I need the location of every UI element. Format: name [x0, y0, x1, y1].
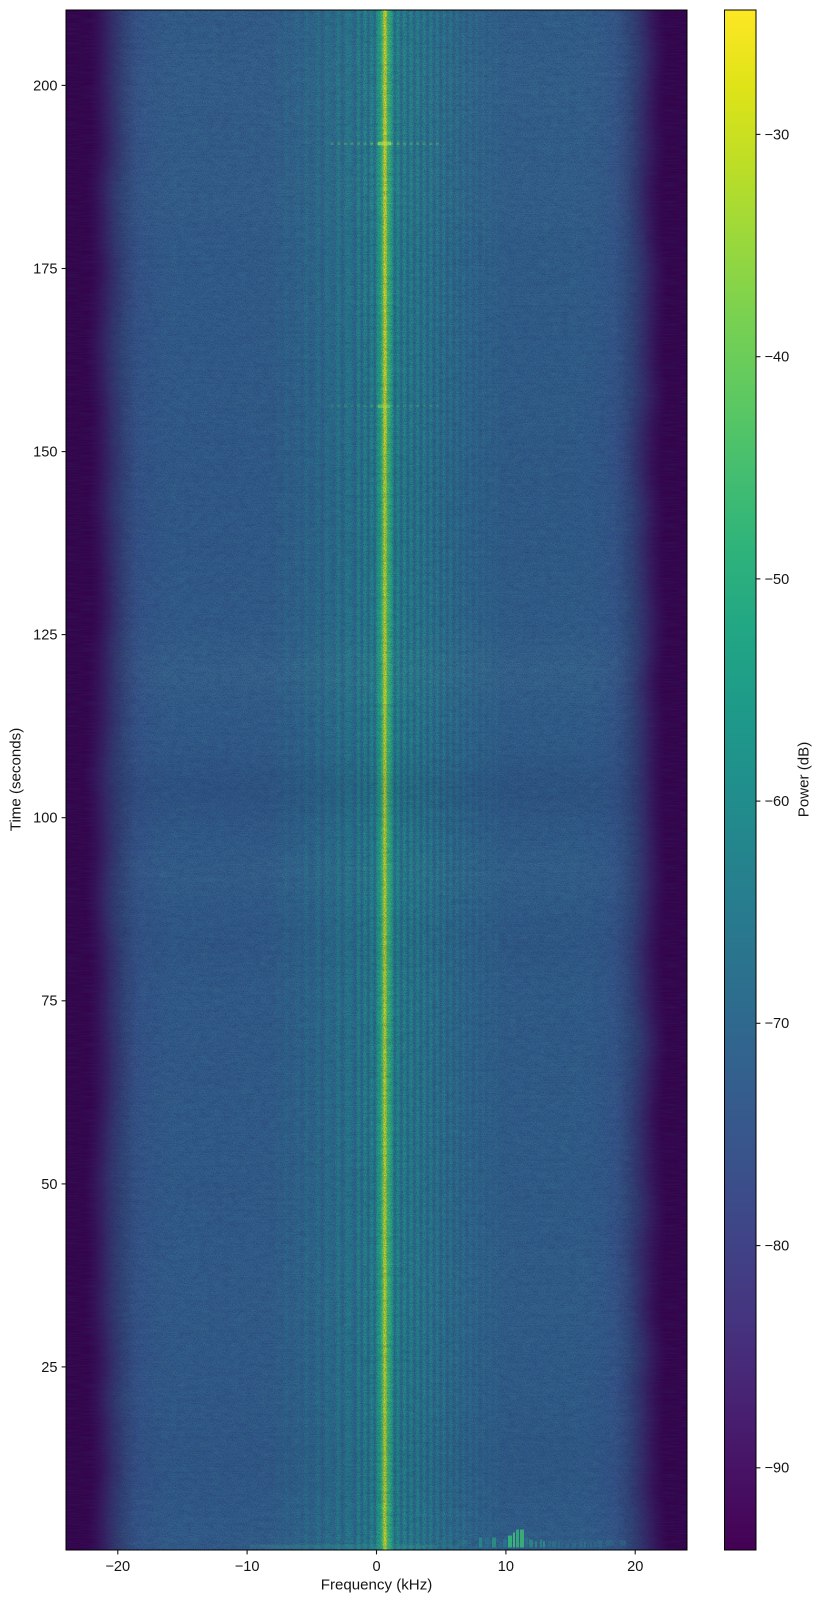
svg-text:75: 75 — [41, 994, 57, 1010]
svg-text:175: 175 — [33, 261, 57, 277]
svg-text:−70: −70 — [765, 1016, 790, 1032]
svg-text:−50: −50 — [765, 572, 790, 588]
svg-text:50: 50 — [41, 1177, 57, 1193]
svg-text:Power (dB): Power (dB) — [796, 742, 813, 818]
svg-text:−30: −30 — [765, 127, 790, 143]
svg-text:10: 10 — [498, 1559, 514, 1575]
svg-text:−10: −10 — [235, 1559, 260, 1575]
svg-text:20: 20 — [627, 1559, 643, 1575]
svg-text:−40: −40 — [765, 350, 790, 366]
svg-text:125: 125 — [33, 628, 57, 644]
svg-text:100: 100 — [33, 811, 57, 827]
svg-text:Frequency (kHz): Frequency (kHz) — [321, 1577, 433, 1594]
svg-text:200: 200 — [33, 78, 57, 94]
svg-text:−90: −90 — [765, 1461, 790, 1477]
svg-text:−60: −60 — [765, 794, 790, 810]
svg-text:0: 0 — [372, 1559, 380, 1575]
svg-text:150: 150 — [33, 445, 57, 461]
svg-text:25: 25 — [41, 1360, 57, 1376]
svg-text:−80: −80 — [765, 1239, 790, 1255]
svg-text:−20: −20 — [105, 1559, 130, 1575]
svg-text:Time (seconds): Time (seconds) — [8, 728, 25, 831]
